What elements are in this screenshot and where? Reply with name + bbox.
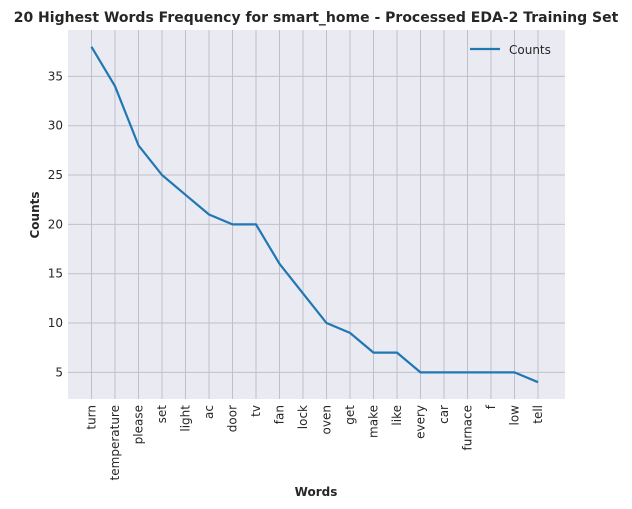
y-tick-labels: 5 10 15 20 25 30 35 [48, 69, 63, 379]
grid-lines [68, 30, 565, 399]
x-tick-label: ac [202, 405, 216, 419]
series-line-counts [90, 46, 539, 384]
plot-area [68, 30, 565, 399]
x-tick-label: get [343, 405, 357, 425]
x-tick-label: every [414, 405, 428, 439]
y-tick-label: 10 [48, 316, 63, 330]
x-tick-label: please [132, 405, 146, 444]
y-tick-label: 20 [48, 217, 63, 231]
x-tick-label: furnace [461, 405, 475, 451]
y-tick-label: 35 [48, 69, 63, 83]
x-tick-label: car [437, 405, 451, 424]
x-tick-label: tv [249, 405, 263, 417]
x-tick-labels: turn temperature please set light ac door tv fan… [85, 404, 546, 480]
x-tick-label: temperature [108, 405, 122, 480]
legend-label-counts: Counts [509, 43, 551, 57]
x-axis-label: Words [295, 485, 338, 499]
x-tick-label: set [155, 405, 169, 424]
y-tick-label: 15 [48, 267, 63, 281]
x-tick-label: light [179, 405, 193, 432]
y-tick-label: 5 [55, 365, 63, 379]
y-axis-label: Counts [28, 191, 42, 238]
x-tick-label: turn [85, 405, 99, 430]
x-tick-label: f [484, 404, 498, 409]
y-tick-label: 30 [48, 119, 63, 133]
x-tick-label: like [390, 405, 404, 426]
x-tick-label: oven [320, 405, 334, 434]
y-tick-label: 25 [48, 168, 63, 182]
legend: Counts [470, 43, 551, 57]
x-tick-label: low [508, 405, 522, 426]
x-tick-label: fan [273, 405, 287, 424]
x-tick-label: lock [296, 405, 310, 429]
x-tick-label: make [367, 405, 381, 438]
x-tick-label: tell [531, 405, 545, 424]
x-tick-label: door [226, 405, 240, 432]
chart-title: 20 Highest Words Frequency for smart_hom… [14, 10, 619, 26]
